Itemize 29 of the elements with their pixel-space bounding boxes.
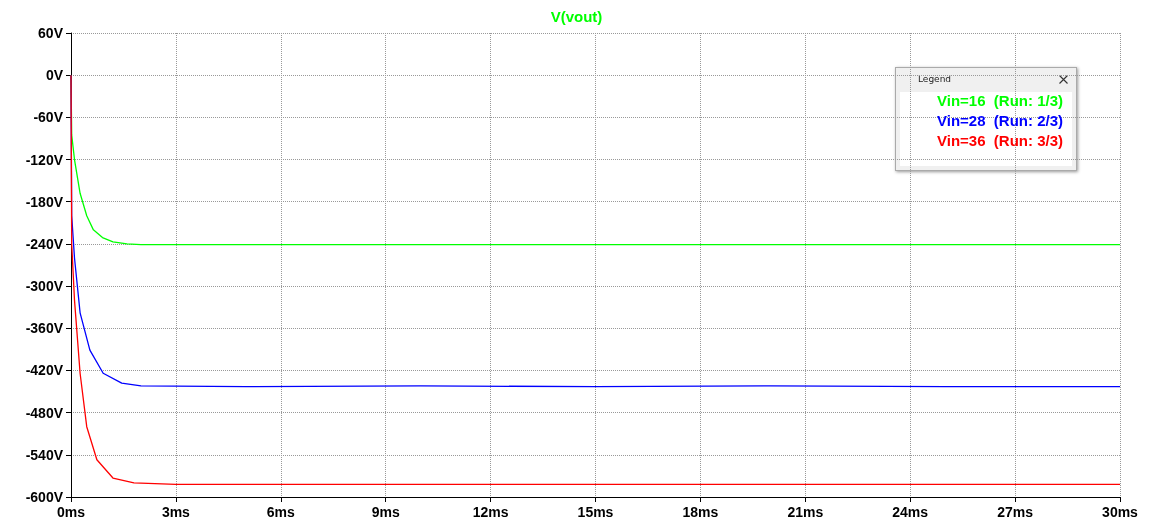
y-tick-label: -360V	[25, 320, 64, 337]
y-tick-label: -180V	[25, 193, 64, 210]
x-tick-label: 12ms	[472, 504, 509, 520]
y-tick-label: -540V	[25, 446, 64, 463]
y-tick-label: 0V	[45, 67, 64, 84]
x-tick-label: 9ms	[371, 504, 400, 520]
x-tick-label: 21ms	[787, 504, 824, 520]
chart-title: V(vout)	[550, 8, 603, 25]
x-tick-label: 15ms	[577, 504, 614, 520]
y-tick-label: -60V	[33, 109, 64, 126]
y-tick-label: 60V	[38, 25, 64, 41]
x-tick-label: 30ms	[1102, 504, 1139, 520]
y-tick-label: -240V	[25, 235, 64, 252]
text: Vin=16 (Run: 1/3)	[936, 92, 1064, 109]
y-tick-label: -120V	[25, 151, 64, 168]
x-tick-label: 3ms	[161, 504, 191, 520]
text: Vin=28 (Run: 2/3)	[936, 112, 1064, 129]
x-tick-label: 18ms	[682, 504, 719, 520]
y-tick-label: -600V	[25, 489, 64, 505]
y-tick-label: -300V	[25, 278, 64, 295]
text: Vin=36 (Run: 3/3)	[936, 132, 1064, 149]
line-series	[70, 74, 1121, 485]
legend-title: Legend	[918, 74, 952, 84]
y-tick-label: -480V	[25, 404, 64, 421]
x-tick-label: 27ms	[997, 504, 1034, 520]
x-tick-label: 6ms	[266, 504, 296, 520]
x-tick-label: 24ms	[892, 504, 929, 520]
x-tick-label: 0ms	[56, 504, 86, 520]
y-tick-label: -420V	[25, 362, 64, 379]
